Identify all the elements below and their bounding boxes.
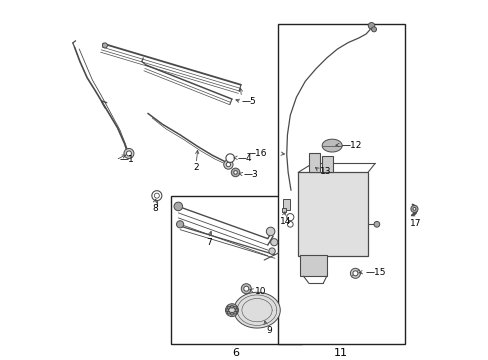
Circle shape: [373, 221, 379, 227]
Bar: [278, 24, 405, 344]
Circle shape: [230, 305, 233, 308]
Circle shape: [367, 23, 374, 29]
Bar: [283, 199, 290, 210]
Circle shape: [350, 268, 360, 278]
Circle shape: [126, 151, 131, 156]
Text: —15: —15: [365, 268, 385, 277]
Circle shape: [228, 307, 235, 314]
Circle shape: [266, 227, 274, 236]
Circle shape: [224, 160, 233, 169]
Bar: [282, 208, 285, 212]
Circle shape: [230, 312, 233, 315]
Circle shape: [352, 271, 357, 276]
Circle shape: [371, 27, 376, 32]
Circle shape: [286, 213, 293, 221]
Bar: [171, 196, 301, 344]
Polygon shape: [322, 139, 342, 152]
Circle shape: [154, 193, 159, 198]
Circle shape: [176, 221, 183, 228]
Text: —16: —16: [245, 149, 266, 158]
Text: —5: —5: [242, 97, 256, 106]
Text: 14: 14: [280, 217, 291, 226]
Bar: [308, 153, 319, 172]
Text: —12: —12: [341, 141, 361, 150]
Text: —3: —3: [243, 170, 258, 179]
Circle shape: [152, 191, 162, 201]
Text: 10: 10: [254, 287, 265, 296]
Circle shape: [102, 43, 107, 48]
Text: 8: 8: [152, 204, 158, 213]
Circle shape: [287, 221, 293, 227]
Circle shape: [227, 306, 230, 309]
Circle shape: [412, 207, 415, 210]
Circle shape: [410, 205, 417, 212]
Circle shape: [225, 304, 238, 316]
Bar: [299, 255, 326, 276]
Circle shape: [225, 309, 228, 312]
Text: 11: 11: [333, 348, 347, 358]
Circle shape: [233, 306, 236, 309]
Circle shape: [235, 309, 238, 312]
Circle shape: [174, 202, 182, 211]
Circle shape: [241, 284, 251, 294]
Text: 9: 9: [266, 326, 272, 335]
Bar: [322, 156, 332, 172]
Circle shape: [233, 171, 237, 174]
Circle shape: [268, 248, 275, 255]
Circle shape: [226, 162, 230, 167]
Polygon shape: [233, 292, 280, 328]
Text: —1: —1: [119, 156, 134, 165]
Bar: [298, 172, 367, 256]
Circle shape: [227, 311, 230, 314]
Text: 6: 6: [232, 348, 239, 358]
Circle shape: [225, 154, 234, 162]
Text: 13: 13: [320, 167, 331, 176]
Circle shape: [233, 311, 236, 314]
Text: 2: 2: [193, 163, 199, 172]
Circle shape: [244, 286, 248, 291]
Text: 17: 17: [409, 219, 421, 228]
Circle shape: [123, 148, 134, 158]
Text: 7: 7: [206, 238, 211, 247]
Text: —4: —4: [238, 154, 252, 163]
Circle shape: [231, 168, 239, 177]
Circle shape: [270, 239, 277, 246]
